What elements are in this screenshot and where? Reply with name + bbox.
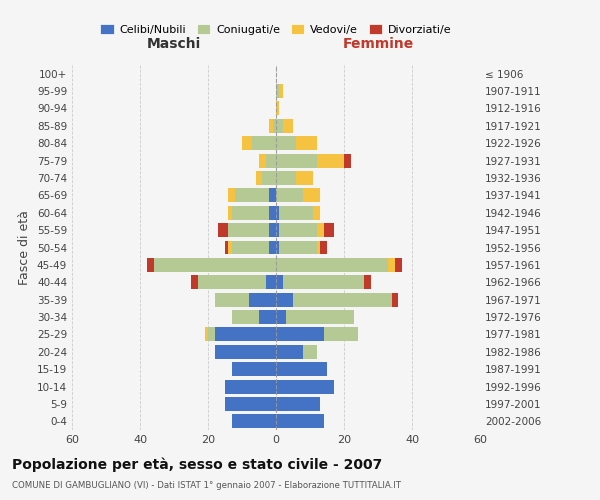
Bar [296, 171, 313, 185]
Bar [269, 240, 276, 254]
Bar [269, 206, 276, 220]
Bar [276, 328, 323, 342]
Bar [205, 328, 208, 342]
Bar [215, 345, 276, 358]
Bar [229, 223, 269, 237]
Bar [317, 154, 344, 168]
Text: Maschi: Maschi [147, 37, 201, 51]
Bar [276, 84, 280, 98]
Bar [259, 154, 266, 168]
Bar [276, 345, 303, 358]
Bar [215, 328, 276, 342]
Bar [272, 119, 276, 133]
Bar [320, 240, 327, 254]
Bar [280, 206, 313, 220]
Y-axis label: Fasce di età: Fasce di età [19, 210, 31, 285]
Bar [280, 240, 317, 254]
Bar [249, 292, 276, 306]
Bar [276, 119, 283, 133]
Bar [276, 223, 280, 237]
Bar [208, 328, 215, 342]
Bar [191, 276, 198, 289]
Text: COMUNE DI GAMBUGLIANO (VI) - Dati ISTAT 1° gennaio 2007 - Elaborazione TUTTITALI: COMUNE DI GAMBUGLIANO (VI) - Dati ISTAT … [12, 481, 401, 490]
Bar [229, 206, 232, 220]
Bar [395, 258, 402, 272]
Bar [276, 206, 280, 220]
Bar [317, 240, 320, 254]
Bar [276, 102, 280, 116]
Bar [344, 154, 351, 168]
Bar [262, 171, 276, 185]
Bar [364, 276, 371, 289]
Bar [232, 206, 269, 220]
Bar [269, 188, 276, 202]
Bar [323, 223, 334, 237]
Bar [259, 310, 276, 324]
Bar [293, 292, 392, 306]
Bar [235, 188, 269, 202]
Bar [269, 119, 272, 133]
Bar [154, 258, 276, 272]
Bar [303, 345, 317, 358]
Bar [276, 414, 323, 428]
Bar [280, 84, 283, 98]
Bar [232, 362, 276, 376]
Bar [388, 258, 395, 272]
Bar [276, 240, 280, 254]
Bar [232, 240, 269, 254]
Bar [276, 397, 320, 411]
Bar [225, 240, 229, 254]
Bar [276, 171, 296, 185]
Bar [276, 276, 283, 289]
Bar [317, 223, 323, 237]
Bar [229, 240, 232, 254]
Bar [392, 292, 398, 306]
Bar [266, 154, 276, 168]
Bar [215, 292, 249, 306]
Bar [252, 136, 276, 150]
Bar [283, 119, 293, 133]
Bar [256, 171, 262, 185]
Bar [232, 414, 276, 428]
Bar [313, 206, 320, 220]
Bar [266, 276, 276, 289]
Bar [323, 328, 358, 342]
Bar [283, 276, 364, 289]
Bar [225, 397, 276, 411]
Bar [276, 380, 334, 394]
Bar [218, 223, 229, 237]
Bar [303, 188, 320, 202]
Legend: Celibi/Nubili, Coniugati/e, Vedovi/e, Divorziati/e: Celibi/Nubili, Coniugati/e, Vedovi/e, Di… [96, 20, 456, 39]
Bar [276, 292, 293, 306]
Bar [242, 136, 252, 150]
Bar [225, 380, 276, 394]
Bar [286, 310, 354, 324]
Bar [232, 310, 259, 324]
Bar [269, 223, 276, 237]
Bar [296, 136, 317, 150]
Bar [276, 362, 327, 376]
Bar [276, 258, 388, 272]
Text: Femmine: Femmine [343, 37, 413, 51]
Text: Popolazione per età, sesso e stato civile - 2007: Popolazione per età, sesso e stato civil… [12, 458, 382, 472]
Bar [229, 188, 235, 202]
Bar [276, 136, 296, 150]
Bar [147, 258, 154, 272]
Bar [276, 310, 286, 324]
Bar [276, 154, 317, 168]
Bar [276, 188, 303, 202]
Bar [280, 223, 317, 237]
Bar [198, 276, 266, 289]
